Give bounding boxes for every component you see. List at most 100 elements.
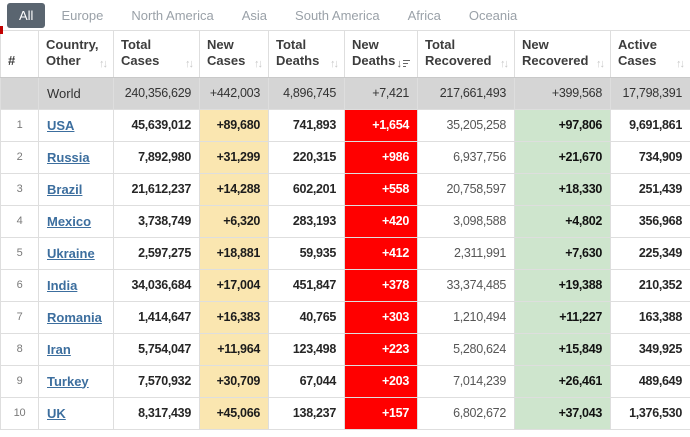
table-row: 2 Russia 7,892,980 +31,299 220,315 +986 6,937,…	[0, 140, 690, 174]
country-link[interactable]: Russia	[47, 149, 90, 165]
tab-oceania[interactable]: Oceania	[468, 7, 518, 23]
column-label-line2: Recovered	[425, 53, 492, 69]
total-cases-cell: 34,036,684	[113, 268, 200, 302]
table-row: 3 Brazil 21,612,237 +14,288 602,201 +558 20,75…	[0, 172, 690, 206]
active-cases-cell: 225,349	[610, 236, 690, 270]
column-header-new-deaths[interactable]: New Deaths ↓	[344, 30, 418, 78]
column-label-line1: New	[207, 37, 234, 52]
total-cases-cell: 8,317,439	[113, 396, 200, 430]
country-cell: Russia	[38, 140, 114, 174]
column-label-line2: Deaths	[276, 53, 320, 69]
country-cell: Iran	[38, 332, 114, 366]
new-recovered-cell: +19,388	[514, 268, 611, 302]
country-link[interactable]: Mexico	[47, 213, 92, 229]
country-cell: Brazil	[38, 172, 114, 206]
new-cases-cell: +89,680	[199, 108, 269, 142]
active-cases-cell: 349,925	[610, 332, 690, 366]
rank-cell: 4	[0, 204, 39, 238]
column-label: Total Recovered	[425, 37, 491, 70]
new-recovered-cell: +26,461	[514, 364, 611, 398]
rank-cell: 8	[0, 332, 39, 366]
country-link[interactable]: Ukraine	[47, 245, 95, 261]
total-deaths-cell: 67,044	[268, 364, 345, 398]
country-link[interactable]: Romania	[47, 309, 102, 325]
new-cases-cell: +17,004	[199, 268, 269, 302]
column-header-total-deaths[interactable]: Total Deaths ↑↓	[268, 30, 345, 78]
column-header-new-cases[interactable]: New Cases ↑↓	[199, 30, 269, 78]
table-row: 1 USA 45,639,012 +89,680 741,893 +1,654 35,205…	[0, 108, 690, 142]
country-cell: Ukraine	[38, 236, 114, 270]
table-row: 6 India 34,036,684 +17,004 451,847 +378 33,374…	[0, 268, 690, 302]
total-recovered-cell: 3,098,588	[417, 204, 515, 238]
column-label-line2: Other	[46, 53, 81, 69]
rank-cell: 3	[0, 172, 39, 206]
column-header-total-recovered[interactable]: Total Recovered ↑↓	[417, 30, 515, 78]
new-cases-cell: +6,320	[199, 204, 269, 238]
table-row: 7 Romania 1,414,647 +16,383 40,765 +303 1,210,…	[0, 300, 690, 334]
new-recovered-cell: +399,568	[514, 76, 611, 110]
country-cell: Romania	[38, 300, 114, 334]
total-recovered-cell: 217,661,493	[417, 76, 515, 110]
total-recovered-cell: 1,210,494	[417, 300, 515, 334]
country-link[interactable]: USA	[47, 117, 75, 133]
total-recovered-cell: 7,014,239	[417, 364, 515, 398]
new-cases-cell: +45,066	[199, 396, 269, 430]
tab-north-america[interactable]: North America	[131, 7, 214, 23]
new-cases-cell: +11,964	[199, 332, 269, 366]
new-recovered-cell: +15,849	[514, 332, 611, 366]
tab-asia[interactable]: Asia	[241, 7, 268, 23]
table-row: 10 UK 8,317,439 +45,066 138,237 +157 6,802,672…	[0, 396, 690, 430]
column-label-line2: Cases	[618, 53, 657, 69]
covid-stats-table: # Country, Other ↑↓ Total Cases ↑↓ New Cases ↑↓ To…	[0, 30, 690, 430]
region-tabs: All Europe North America Asia South America A…	[0, 0, 690, 30]
table-row: 5 Ukraine 2,597,275 +18,881 59,935 +412 2,311,…	[0, 236, 690, 270]
total-deaths-cell: 40,765	[268, 300, 345, 334]
new-deaths-cell: +223	[344, 332, 418, 366]
new-recovered-cell: +7,630	[514, 236, 611, 270]
column-header-new-recovered[interactable]: New Recovered ↑↓	[514, 30, 611, 78]
tab-europe[interactable]: Europe	[61, 7, 104, 23]
new-recovered-cell: +21,670	[514, 140, 611, 174]
rank-cell: 9	[0, 364, 39, 398]
total-cases-cell: 3,738,749	[113, 204, 200, 238]
country-link[interactable]: Brazil	[47, 181, 83, 197]
column-header-total-cases[interactable]: Total Cases ↑↓	[113, 30, 200, 78]
column-header-active-cases[interactable]: Active Cases ↑↓	[610, 30, 690, 78]
total-recovered-cell: 20,758,597	[417, 172, 515, 206]
total-recovered-cell: 5,280,624	[417, 332, 515, 366]
new-deaths-cell: +1,654	[344, 108, 418, 142]
column-label: New Recovered	[522, 37, 588, 70]
new-deaths-cell: +203	[344, 364, 418, 398]
sort-both-icon: ↑↓	[254, 57, 263, 70]
new-deaths-cell: +157	[344, 396, 418, 430]
sort-bars	[403, 60, 410, 67]
country-cell: UK	[38, 396, 114, 430]
country-link[interactable]: India	[47, 277, 78, 293]
country-link[interactable]: Iran	[47, 341, 71, 357]
table-row: 8 Iran 5,754,047 +11,964 123,498 +223 5,280,62…	[0, 332, 690, 366]
tab-africa[interactable]: Africa	[407, 7, 441, 23]
tab-all[interactable]: All	[7, 2, 46, 28]
country-link[interactable]: Turkey	[47, 373, 89, 389]
country-cell: Mexico	[38, 204, 114, 238]
new-recovered-cell: +97,806	[514, 108, 611, 142]
new-cases-cell: +14,288	[199, 172, 269, 206]
total-recovered-cell: 2,311,991	[417, 236, 515, 270]
rank-cell: 7	[0, 300, 39, 334]
new-deaths-cell: +7,421	[344, 76, 418, 110]
active-cases-cell: 163,388	[610, 300, 690, 334]
column-label-line1: Country,	[46, 37, 99, 52]
total-cases-cell: 5,754,047	[113, 332, 200, 366]
column-label-line2: #	[8, 53, 16, 69]
column-label: New Deaths	[352, 37, 395, 70]
column-header-country[interactable]: Country, Other ↑↓	[38, 30, 114, 78]
active-cases-cell: 734,909	[610, 140, 690, 174]
tab-south-america[interactable]: South America	[295, 7, 380, 23]
total-cases-cell: 2,597,275	[113, 236, 200, 270]
total-cases-cell: 7,570,932	[113, 364, 200, 398]
rank-cell: 2	[0, 140, 39, 174]
total-cases-cell: 21,612,237	[113, 172, 200, 206]
total-deaths-cell: 59,935	[268, 236, 345, 270]
total-deaths-cell: 123,498	[268, 332, 345, 366]
country-link[interactable]: UK	[47, 405, 66, 421]
